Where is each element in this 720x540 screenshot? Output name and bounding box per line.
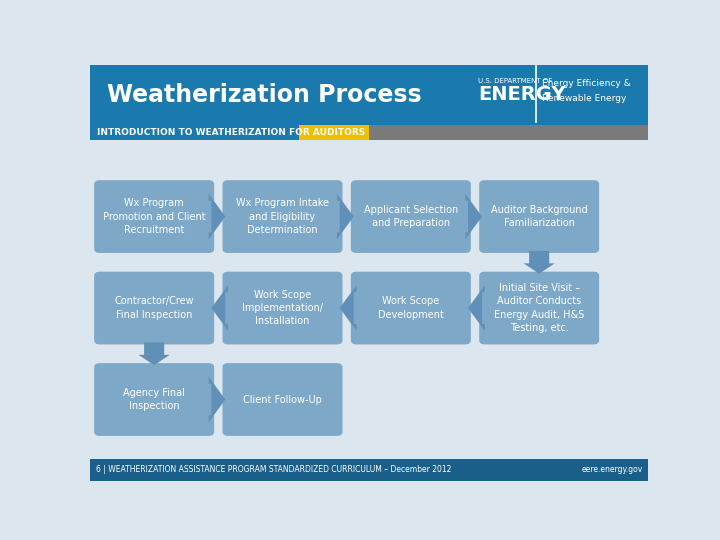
Bar — [369, 125, 648, 140]
FancyBboxPatch shape — [94, 363, 214, 436]
Polygon shape — [209, 194, 225, 239]
Text: Weatherization Process: Weatherization Process — [107, 83, 421, 107]
Text: Work Scope
Implementation/
Installation: Work Scope Implementation/ Installation — [242, 290, 323, 326]
Polygon shape — [138, 342, 170, 365]
Text: Client Follow-Up: Client Follow-Up — [243, 395, 322, 404]
FancyBboxPatch shape — [480, 180, 599, 253]
FancyBboxPatch shape — [94, 180, 214, 253]
Text: Contractor/Crew
Final Inspection: Contractor/Crew Final Inspection — [114, 296, 194, 320]
Text: eere.energy.gov: eere.energy.gov — [581, 465, 642, 474]
FancyBboxPatch shape — [480, 272, 599, 345]
Bar — [300, 125, 369, 140]
Text: ENERGY: ENERGY — [478, 85, 565, 104]
Text: Initial Site Visit –
Auditor Conducts
Energy Audit, H&S
Testing, etc.: Initial Site Visit – Auditor Conducts En… — [494, 284, 585, 333]
Bar — [90, 459, 648, 481]
Polygon shape — [340, 285, 356, 331]
Text: Applicant Selection
and Preparation: Applicant Selection and Preparation — [364, 205, 458, 228]
Polygon shape — [212, 285, 228, 331]
Text: Energy Efficiency &: Energy Efficiency & — [542, 79, 631, 88]
Text: Renewable Energy: Renewable Energy — [542, 93, 626, 103]
FancyBboxPatch shape — [222, 363, 343, 436]
FancyBboxPatch shape — [351, 180, 471, 253]
FancyBboxPatch shape — [222, 180, 343, 253]
Text: Wx Program Intake
and Eligibility
Determination: Wx Program Intake and Eligibility Determ… — [236, 198, 329, 235]
Text: Work Scope
Development: Work Scope Development — [378, 296, 444, 320]
Text: Auditor Background
Familiarization: Auditor Background Familiarization — [491, 205, 588, 228]
FancyBboxPatch shape — [222, 272, 343, 345]
Polygon shape — [465, 194, 482, 239]
FancyBboxPatch shape — [351, 272, 471, 345]
Polygon shape — [523, 251, 555, 274]
Bar — [90, 65, 648, 125]
FancyBboxPatch shape — [94, 272, 214, 345]
Polygon shape — [209, 377, 225, 422]
Text: 6 | WEATHERIZATION ASSISTANCE PROGRAM STANDARDIZED CURRICULUM – December 2012: 6 | WEATHERIZATION ASSISTANCE PROGRAM ST… — [96, 465, 451, 474]
Polygon shape — [468, 285, 485, 331]
Bar — [90, 125, 648, 140]
Text: Agency Final
Inspection: Agency Final Inspection — [123, 388, 185, 411]
Polygon shape — [337, 194, 354, 239]
Text: INTRODUCTION TO WEATHERIZATION FOR AUDITORS: INTRODUCTION TO WEATHERIZATION FOR AUDIT… — [96, 128, 365, 137]
Text: U.S. DEPARTMENT OF: U.S. DEPARTMENT OF — [478, 78, 552, 84]
Text: Wx Program
Promotion and Client
Recruitment: Wx Program Promotion and Client Recruitm… — [103, 198, 205, 235]
